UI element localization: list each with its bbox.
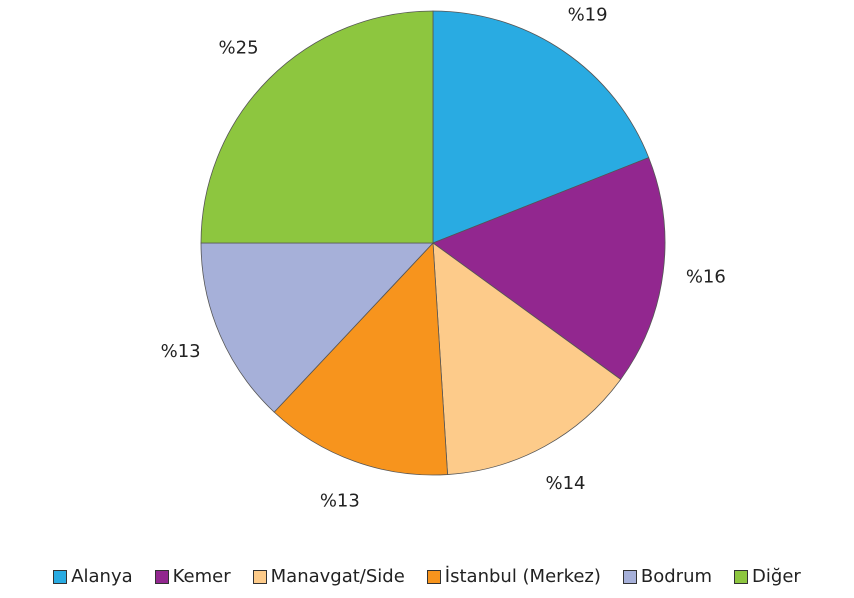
legend-swatch [53, 569, 68, 584]
legend-item: Bodrum [622, 566, 713, 587]
legend-swatch [622, 569, 637, 584]
pie-slice [432, 157, 666, 380]
data-label: %13 [320, 491, 360, 512]
legend-item: Manavgat/Side [252, 566, 405, 587]
legend-swatch [426, 569, 441, 584]
pie-slice [273, 242, 448, 476]
chart: %19 %16 %14 %13 %13 %25 [161, 5, 726, 512]
legend-label: Bodrum [640, 566, 713, 587]
data-label: %25 [219, 38, 259, 59]
data-label: %13 [161, 341, 201, 362]
data-label: %14 [545, 473, 585, 494]
legend-item: Diğer [734, 566, 801, 587]
legend-swatch [734, 569, 749, 584]
pie-slice [200, 10, 434, 244]
legend: Alanya Kemer Manavgat/Side İstanbul (Merkez… [0, 566, 854, 587]
legend-label: Alanya [71, 566, 133, 587]
legend-label: Manavgat/Side [270, 566, 405, 587]
pie-slice [432, 242, 622, 475]
legend-item: Kemer [154, 566, 231, 587]
data-label: %19 [568, 5, 608, 26]
legend-item: Alanya [53, 566, 133, 587]
pie-slice [432, 10, 650, 244]
pie-slice [200, 242, 434, 413]
data-label: %16 [686, 266, 726, 287]
legend-label: İstanbul (Merkez) [444, 566, 601, 587]
legend-label: Kemer [172, 566, 231, 587]
legend-swatch [252, 569, 267, 584]
legend-item: İstanbul (Merkez) [426, 566, 601, 587]
legend-swatch [154, 569, 169, 584]
legend-label: Diğer [752, 566, 801, 587]
